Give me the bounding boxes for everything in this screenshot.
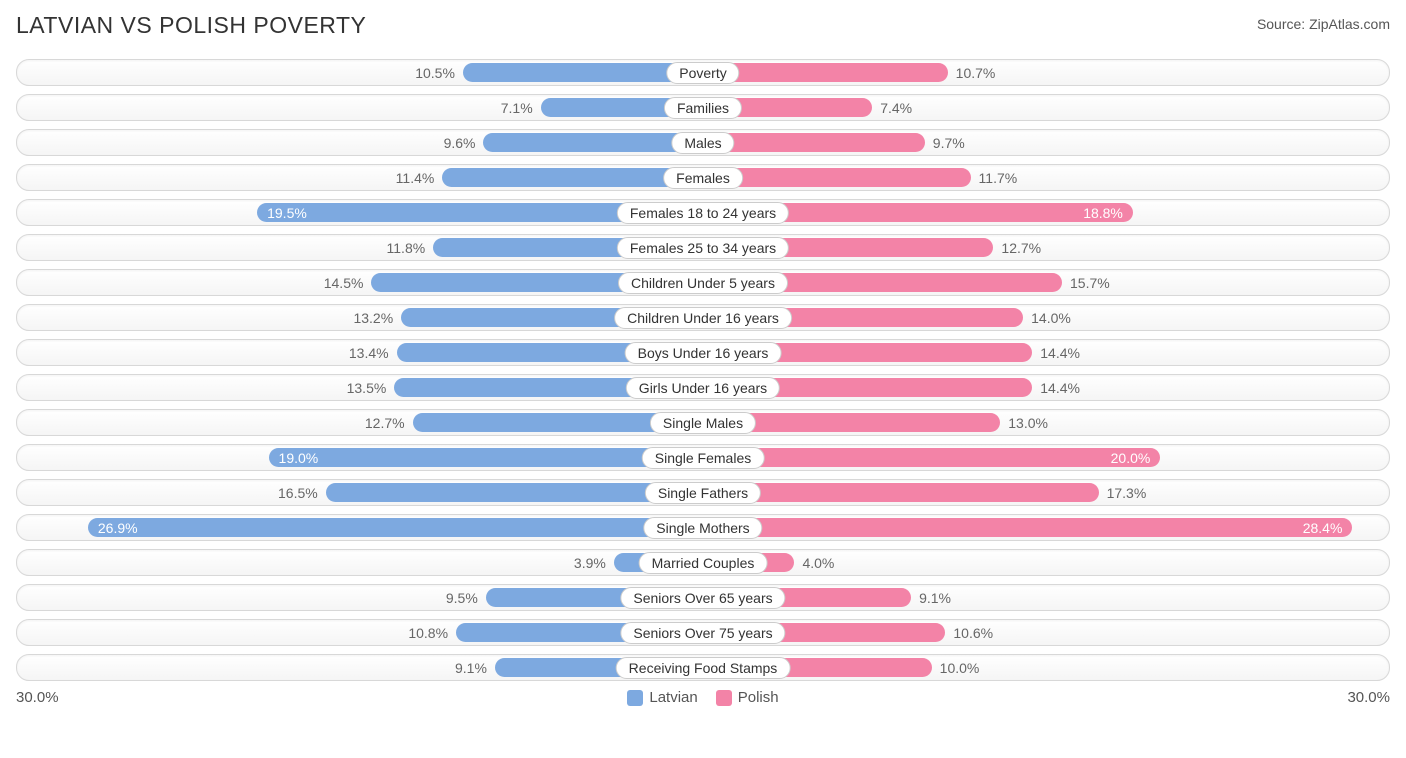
bar-left: [483, 133, 703, 152]
value-left: 13.5%: [347, 375, 395, 400]
chart-row: 7.1% 7.4% Families: [16, 94, 1390, 121]
value-right: 10.7%: [948, 60, 996, 85]
chart-row: 9.1% 10.0% Receiving Food Stamps: [16, 654, 1390, 681]
chart-row: 13.5% 14.4% Girls Under 16 years: [16, 374, 1390, 401]
bar-right: [703, 448, 1160, 467]
chart-row: 14.5% 15.7% Children Under 5 years: [16, 269, 1390, 296]
chart-row: 10.5% 10.7% Poverty: [16, 59, 1390, 86]
chart-footer: 30.0% Latvian Polish 30.0%: [16, 689, 1390, 706]
chart-title: LATVIAN VS POLISH POVERTY: [16, 12, 366, 39]
chart-row: 3.9% 4.0% Married Couples: [16, 549, 1390, 576]
bar-left: [88, 518, 703, 537]
value-left: 7.1%: [501, 95, 541, 120]
chart-row: 9.6% 9.7% Males: [16, 129, 1390, 156]
value-left: 9.6%: [444, 130, 484, 155]
value-right: 14.4%: [1032, 340, 1080, 365]
value-left: 9.1%: [455, 655, 495, 680]
bar-right: [703, 63, 948, 82]
chart-row: 19.0% 20.0% Single Females: [16, 444, 1390, 471]
axis-max-left: 30.0%: [16, 689, 59, 706]
chart-row: 13.4% 14.4% Boys Under 16 years: [16, 339, 1390, 366]
value-left: 13.4%: [349, 340, 397, 365]
value-right: 7.4%: [872, 95, 912, 120]
value-left: 19.0%: [269, 445, 319, 470]
legend-item-right: Polish: [716, 689, 779, 706]
bar-right: [703, 168, 971, 187]
legend-item-left: Latvian: [627, 689, 697, 706]
bar-left: [269, 448, 703, 467]
legend-label-left: Latvian: [649, 689, 697, 706]
chart-row: 12.7% 13.0% Single Males: [16, 409, 1390, 436]
category-label: Females: [663, 167, 743, 189]
category-label: Children Under 5 years: [618, 272, 788, 294]
bar-right: [703, 133, 925, 152]
category-label: Females 18 to 24 years: [617, 202, 789, 224]
chart-row: 13.2% 14.0% Children Under 16 years: [16, 304, 1390, 331]
legend-label-right: Polish: [738, 689, 779, 706]
value-left: 3.9%: [574, 550, 614, 575]
value-right: 15.7%: [1062, 270, 1110, 295]
category-label: Boys Under 16 years: [625, 342, 782, 364]
value-left: 14.5%: [324, 270, 372, 295]
value-right: 14.4%: [1032, 375, 1080, 400]
legend-swatch-right: [716, 690, 732, 706]
legend: Latvian Polish: [627, 689, 778, 706]
category-label: Single Males: [650, 412, 756, 434]
bar-right: [703, 483, 1099, 502]
value-right: 9.1%: [911, 585, 951, 610]
value-left: 26.9%: [88, 515, 138, 540]
category-label: Receiving Food Stamps: [616, 657, 791, 679]
value-right: 13.0%: [1000, 410, 1048, 435]
value-left: 11.8%: [387, 235, 434, 260]
category-label: Females 25 to 34 years: [617, 237, 789, 259]
value-left: 10.8%: [408, 620, 456, 645]
chart-row: 19.5% 18.8% Females 18 to 24 years: [16, 199, 1390, 226]
value-right: 18.8%: [1083, 200, 1133, 225]
category-label: Seniors Over 65 years: [620, 587, 785, 609]
chart-source: Source: ZipAtlas.com: [1257, 16, 1390, 32]
chart-row: 26.9% 28.4% Single Mothers: [16, 514, 1390, 541]
chart-row: 9.5% 9.1% Seniors Over 65 years: [16, 584, 1390, 611]
value-right: 17.3%: [1099, 480, 1147, 505]
value-right: 14.0%: [1023, 305, 1071, 330]
value-right: 10.6%: [945, 620, 993, 645]
diverging-bar-chart: 10.5% 10.7% Poverty 7.1% 7.4% Families 9.6% 9.7…: [16, 59, 1390, 681]
category-label: Girls Under 16 years: [626, 377, 780, 399]
category-label: Single Mothers: [643, 517, 762, 539]
category-label: Males: [671, 132, 734, 154]
axis-max-right: 30.0%: [1347, 689, 1390, 706]
chart-row: 10.8% 10.6% Seniors Over 75 years: [16, 619, 1390, 646]
value-right: 12.7%: [993, 235, 1041, 260]
category-label: Poverty: [666, 62, 739, 84]
value-right: 11.7%: [971, 165, 1018, 190]
value-right: 10.0%: [932, 655, 980, 680]
chart-row: 11.8% 12.7% Females 25 to 34 years: [16, 234, 1390, 261]
value-right: 28.4%: [1303, 515, 1353, 540]
value-left: 9.5%: [446, 585, 486, 610]
value-left: 13.2%: [353, 305, 401, 330]
chart-row: 16.5% 17.3% Single Fathers: [16, 479, 1390, 506]
category-label: Children Under 16 years: [614, 307, 792, 329]
legend-swatch-left: [627, 690, 643, 706]
value-left: 19.5%: [257, 200, 307, 225]
value-right: 9.7%: [925, 130, 965, 155]
category-label: Families: [664, 97, 742, 119]
source-name: ZipAtlas.com: [1309, 16, 1390, 32]
category-label: Single Females: [642, 447, 765, 469]
chart-header: LATVIAN VS POLISH POVERTY Source: ZipAtl…: [16, 12, 1390, 39]
category-label: Married Couples: [639, 552, 768, 574]
value-right: 20.0%: [1111, 445, 1161, 470]
value-left: 16.5%: [278, 480, 326, 505]
chart-row: 11.4% 11.7% Females: [16, 164, 1390, 191]
value-left: 12.7%: [365, 410, 413, 435]
value-left: 11.4%: [396, 165, 443, 190]
value-right: 4.0%: [794, 550, 834, 575]
category-label: Seniors Over 75 years: [620, 622, 785, 644]
value-left: 10.5%: [415, 60, 463, 85]
source-prefix: Source:: [1257, 16, 1309, 32]
bar-right: [703, 518, 1352, 537]
category-label: Single Fathers: [645, 482, 761, 504]
